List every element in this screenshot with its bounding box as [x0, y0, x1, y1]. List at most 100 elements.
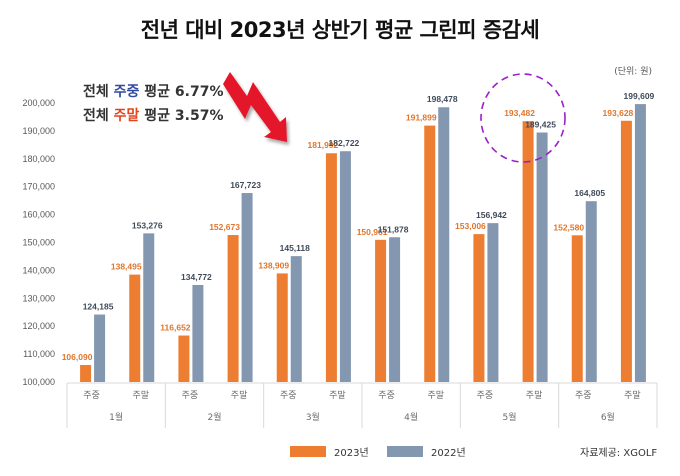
day-type-label: 주중 [83, 390, 100, 401]
day-type-label: 주중 [575, 390, 592, 401]
y-tick-label: 130,000 [22, 293, 55, 303]
day-type-label: 주말 [231, 389, 248, 401]
month-label: 6월 [601, 411, 615, 423]
value-label: 152,580 [553, 222, 584, 232]
legend-swatch-2023 [290, 446, 326, 457]
y-tick-label: 100,000 [22, 377, 55, 387]
value-label: 145,118 [280, 243, 311, 253]
bar-2023년 [424, 125, 436, 382]
summary-weekday-prefix: 전체 [83, 84, 114, 100]
y-tick-label: 110,000 [23, 349, 55, 359]
y-tick-label: 180,000 [22, 154, 55, 164]
bar-2023년 [571, 235, 583, 382]
y-tick-label: 200,000 [22, 98, 55, 108]
chart-title: 전년 대비 2023년 상반기 평균 그린피 증감세 [140, 18, 540, 42]
legend-label-2023: 2023년 [334, 448, 369, 459]
bar-2022년 [94, 314, 106, 382]
bar-2023년 [129, 274, 141, 382]
legend-label-2022: 2022년 [431, 448, 466, 459]
summary-weekday: 전체 주중 평균 6.77% [83, 80, 223, 104]
value-label: 151,878 [378, 224, 409, 234]
day-type-label: 주중 [182, 390, 199, 401]
month-label: 4월 [404, 411, 418, 423]
y-tick-label: 120,000 [22, 321, 55, 331]
bars [80, 104, 646, 383]
value-label: 181,992 [308, 140, 339, 150]
summary-weekend: 전체 주말 평균 3.57% [83, 104, 223, 128]
summary-weekend-prefix: 전체 [83, 108, 114, 124]
day-type-label: 주말 [526, 389, 543, 401]
month-label: 3월 [306, 411, 320, 423]
month-label: 2월 [207, 411, 221, 423]
y-tick-label: 140,000 [22, 265, 55, 275]
bar-2023년 [80, 365, 92, 382]
month-label: 1월 [109, 411, 123, 423]
value-label: 164,805 [574, 188, 605, 198]
y-tick-label: 150,000 [22, 238, 55, 248]
bar-2023년 [522, 121, 534, 383]
trend-arrow-shape [223, 72, 287, 142]
summary-weekend-suffix: 평균 3.57% [139, 108, 224, 124]
bar-2022년 [438, 107, 450, 382]
value-label: 156,942 [476, 210, 507, 220]
highlight-circle [480, 73, 566, 163]
bar-2022년 [143, 233, 155, 382]
bar-2023년 [227, 235, 239, 382]
y-tick-label: 160,000 [22, 210, 55, 220]
value-label: 134,772 [181, 272, 212, 282]
legend-item-2023: 2023년 [290, 444, 369, 459]
summary-weekday-highlight: 주중 [113, 84, 140, 100]
value-label: 191,899 [406, 113, 437, 123]
bar-2022년 [389, 237, 401, 382]
summary-box: 전체 주중 평균 6.77% 전체 주말 평균 3.57% [83, 80, 223, 128]
unit-label: (단위: 원) [614, 67, 652, 77]
value-labels: 106,090 124,185 138,495 153,276 116,652 134,7… [62, 91, 655, 362]
summary-weekday-suffix: 평균 6.77% [139, 84, 224, 100]
bar-2023년 [325, 153, 337, 382]
y-tick-label: 190,000 [22, 126, 55, 136]
day-type-label: 주중 [378, 390, 395, 401]
bar-2022년 [192, 284, 204, 382]
source-credit: 자료제공: XGOLF [580, 448, 658, 459]
bar-2022년 [241, 193, 253, 382]
value-label: 153,276 [132, 220, 163, 230]
value-label: 124,185 [83, 302, 114, 312]
bar-2023년 [473, 234, 485, 382]
value-label: 153,006 [455, 221, 486, 231]
value-label: 198,478 [427, 94, 458, 104]
day-type-label: 주중 [477, 390, 494, 401]
bar-2022년 [634, 104, 646, 383]
value-label: 182,722 [329, 138, 360, 148]
bar-2022년 [290, 256, 302, 382]
y-tick-label: 170,000 [22, 182, 55, 192]
value-label: 150,961 [357, 227, 388, 237]
bar-2022년 [536, 132, 548, 382]
bar-2022년 [585, 201, 597, 382]
bar-2023년 [276, 273, 288, 382]
value-label: 193,482 [504, 108, 535, 118]
month-label: 5월 [502, 411, 516, 423]
day-type-label: 주말 [132, 389, 149, 401]
value-label: 138,909 [258, 260, 289, 270]
value-label: 116,652 [160, 323, 191, 333]
legend-swatch-2022 [387, 446, 423, 457]
bar-2023년 [620, 120, 632, 382]
value-label: 138,495 [111, 262, 142, 272]
down-trend-arrow-icon [223, 72, 287, 142]
value-label: 167,723 [230, 180, 261, 190]
value-label: 199,609 [624, 91, 655, 101]
legend-item-2022: 2022년 [387, 444, 466, 459]
day-type-label: 주말 [624, 389, 641, 401]
day-type-label: 주말 [329, 389, 346, 401]
y-axis: 100,000 110,000 120,000 130,000 140,000 150,0… [22, 98, 55, 387]
x-axis: 1월 주중 주말 2월 주중 주말 3월 주중 주말 4월 주중 주말 5월 주중 주말 6월 주중 주말 [66, 382, 658, 428]
bar-2022년 [339, 151, 351, 382]
value-label: 152,673 [209, 222, 240, 232]
bar-2022년 [487, 223, 499, 382]
value-label: 193,628 [603, 108, 634, 118]
value-label: 189,425 [525, 120, 556, 130]
summary-weekend-highlight: 주말 [113, 108, 140, 124]
day-type-label: 주말 [427, 389, 444, 401]
bar-2023년 [178, 335, 190, 382]
